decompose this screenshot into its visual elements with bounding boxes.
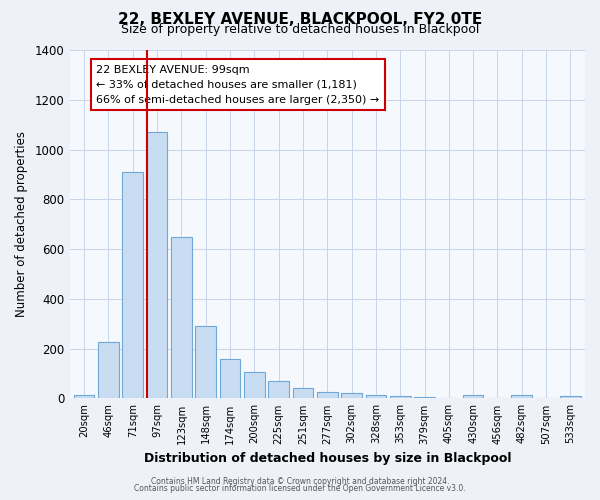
Bar	[341, 394, 362, 398]
Text: 22, BEXLEY AVENUE, BLACKPOOL, FY2 0TE: 22, BEXLEY AVENUE, BLACKPOOL, FY2 0TE	[118, 12, 482, 28]
X-axis label: Distribution of detached houses by size in Blackpool: Distribution of detached houses by size …	[143, 452, 511, 465]
Bar	[171, 236, 192, 398]
Bar	[220, 358, 241, 399]
Bar	[244, 372, 265, 398]
Text: Contains public sector information licensed under the Open Government Licence v3: Contains public sector information licen…	[134, 484, 466, 493]
Bar	[98, 342, 119, 398]
Bar	[196, 326, 216, 398]
Bar	[74, 394, 94, 398]
Bar	[268, 381, 289, 398]
Text: Contains HM Land Registry data © Crown copyright and database right 2024.: Contains HM Land Registry data © Crown c…	[151, 477, 449, 486]
Bar	[122, 172, 143, 398]
Bar	[147, 132, 167, 398]
Bar	[511, 394, 532, 398]
Text: 22 BEXLEY AVENUE: 99sqm
← 33% of detached houses are smaller (1,181)
66% of semi: 22 BEXLEY AVENUE: 99sqm ← 33% of detache…	[97, 65, 380, 104]
Bar	[463, 394, 484, 398]
Bar	[414, 397, 435, 398]
Bar	[560, 396, 581, 398]
Bar	[365, 394, 386, 398]
Bar	[317, 392, 338, 398]
Bar	[293, 388, 313, 398]
Bar	[390, 396, 410, 398]
Y-axis label: Number of detached properties: Number of detached properties	[15, 131, 28, 317]
Text: Size of property relative to detached houses in Blackpool: Size of property relative to detached ho…	[121, 22, 479, 36]
